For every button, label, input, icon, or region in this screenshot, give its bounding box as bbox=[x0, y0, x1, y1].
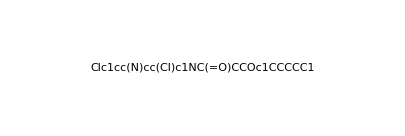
Text: Clc1cc(N)cc(Cl)c1NC(=O)CCOc1CCCCC1: Clc1cc(N)cc(Cl)c1NC(=O)CCOc1CCCCC1 bbox=[91, 63, 314, 73]
